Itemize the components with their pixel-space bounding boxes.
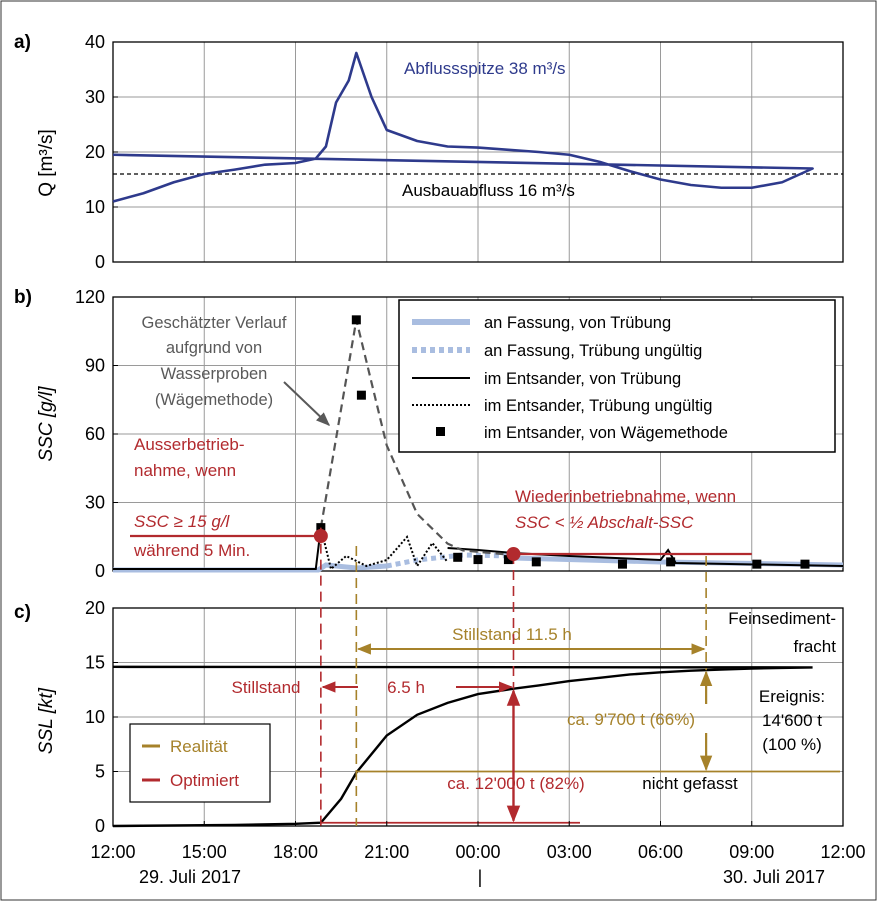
annotation-menge-optimiert: ca. 12'000 t (82%) [447,774,584,793]
annotation-ausserbetriebnahme: Ausserbetrieb- nahme, wenn SSC ≥ 15 g/l … [133,435,250,560]
axes-frame [112,296,844,572]
annotation-geschaetzter-line-3: Wasserproben [161,365,268,383]
annotation-menge-realitaet: ca. 9'700 t (66%) [567,710,695,729]
annotation-geschaetzter-verlauf: Geschätzter Verlauf aufgrund von Wasserp… [142,314,287,409]
x-tick-label: 12:00 [820,842,865,862]
y-tick-label: 40 [85,32,105,52]
x-axis-ticks: 12:00 15:00 18:00 21:00 00:00 03:00 06:00 09:00… [90,821,866,862]
y-tick-label: 0 [95,561,105,581]
series-line-fassung-ungueltig [386,552,514,569]
legend-panel-c: Realität Optimiert [129,723,271,803]
annotation-feinsediment-line-1: Feinsediment- [728,609,836,628]
axes-frame [112,41,844,263]
x-tick-label: 03:00 [547,842,592,862]
y-tick-label: 0 [95,816,105,836]
annotation-stillstand-realitaet: Stillstand 11.5 h [452,625,572,644]
x-axis-date-separator: | [478,867,483,887]
annotation-feinsediment-line-2: fracht [793,637,836,656]
annotation-ereignis-line-2: 14'600 t [762,711,822,730]
data-point-waegemethode [617,559,627,569]
data-point-waegemethode [666,557,676,567]
y-tick-label: 30 [85,493,105,513]
legend-swatch-waegemethode [436,427,445,436]
annotation-wieder-line-2: SSC < ½ Abschalt-SSC [515,513,694,532]
y-tick-label: 0 [95,252,105,272]
x-axis-date-end: 30. Juli 2017 [723,867,825,887]
panel-label-a: a) [14,32,31,53]
legend-item-optimiert: Optimiert [170,771,239,790]
x-tick-label: 12:00 [90,842,135,862]
annotation-ereignis-line-3: (100 %) [762,735,822,754]
data-point-waegemethode [351,315,361,325]
series-line-entsander-ungueltig [319,527,449,571]
legend-item-realitaet: Realität [170,737,228,756]
data-point-waegemethode [752,559,762,569]
panel-a-discharge: 0 10 20 30 40 [85,32,844,272]
annotation-ausser-line-3: SSC ≥ 15 g/l [134,512,231,531]
y-tick-label: 60 [85,424,105,444]
x-tick-label: 21:00 [364,842,409,862]
x-axis-date-start: 29. Juli 2017 [139,867,241,887]
y-tick-label: 10 [85,707,105,727]
annotation-ausser-line-4: während 5 Min. [133,541,250,560]
legend-item-entsander: im Entsander, von Trübung [484,370,681,388]
data-point-waegemethode [473,555,483,565]
annotation-wieder-line-1: Wiederinbetriebnahme, wenn [515,487,736,506]
annotation-ausbauabfluss: Ausbauabfluss 16 m³/s [402,181,575,200]
x-tick-label: 18:00 [273,842,318,862]
y-tick-label: 10 [85,197,105,217]
x-tick-label: 15:00 [182,842,227,862]
panel-label-c: c) [14,602,31,623]
annotation-ereignis-line-1: Ereignis: [759,687,825,706]
y-axis-label-q: Q [m³/s] [36,129,57,197]
annotation-stillstand-optimiert: Stillstand [232,678,301,697]
data-point-waegemethode [356,390,366,400]
data-point-waegemethode [453,552,463,562]
y-tick-label: 15 [85,653,105,673]
data-point-waegemethode [531,557,541,567]
legend-item-entsander-ungueltig: im Entsander, Trübung ungültig [484,397,712,415]
y-tick-label: 90 [85,356,105,376]
x-tick-label: 09:00 [729,842,774,862]
data-point-waegemethode [800,559,810,569]
annotation-abflussspitze: Abflussspitze 38 m³/s [404,59,566,78]
annotation-duration-optimiert: 6.5 h [387,678,425,697]
y-tick-label: 20 [85,142,105,162]
data-point-waegemethode [503,555,513,565]
y-tick-label: 5 [95,762,105,782]
y-tick-label: 20 [85,598,105,618]
annotation-nicht-gefasst: nicht gefasst [642,774,738,793]
y-axis-label-ssl: SSL [kt] [36,687,57,754]
legend-item-fassung-ungueltig: an Fassung, Trübung ungültig [484,342,702,360]
annotation-ausser-line-1: Ausserbetrieb- [134,435,245,454]
legend-item-fassung: an Fassung, von Trübung [484,314,671,332]
series-line-discharge [112,51,814,203]
x-tick-label: 06:00 [638,842,683,862]
panel-label-b: b) [14,287,32,308]
legend-box [398,299,836,453]
annotation-wiederinbetriebnahme: Wiederinbetriebnahme, wenn SSC < ½ Absch… [515,487,736,532]
legend-item-waegemethode: im Entsander, von Wägemethode [484,424,728,442]
annotation-geschaetzter-arrow [283,381,331,426]
x-tick-label: 00:00 [455,842,500,862]
annotation-geschaetzter-line-2: aufgrund von [166,339,262,357]
series-line-ssl [112,665,813,828]
y-tick-label: 120 [75,287,105,307]
y-tick-label: 30 [85,87,105,107]
legend-box-c [129,723,271,803]
legend-panel-b: an Fassung, von Trübung an Fassung, Trüb… [398,299,836,453]
y-axis-label-ssc: SSC [g/l] [36,386,57,462]
annotation-ausser-line-2: nahme, wenn [134,461,236,480]
annotation-geschaetzter-line-4: (Wägemethode) [155,391,273,409]
annotation-geschaetzter-line-1: Geschätzter Verlauf [142,314,287,332]
